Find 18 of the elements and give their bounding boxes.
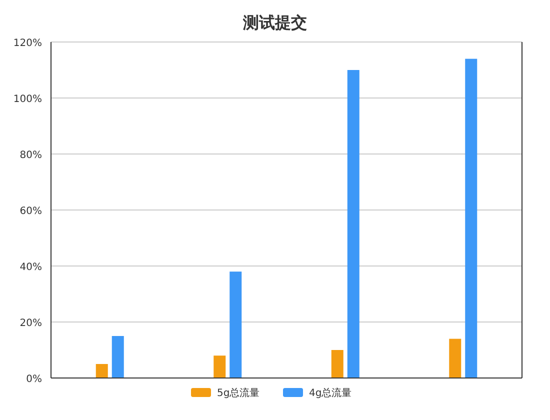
chart-title: 测试提交 <box>242 13 307 32</box>
y-tick-label: 20% <box>20 318 42 329</box>
y-tick-label: 0% <box>26 374 42 385</box>
y-tick-label: 120% <box>13 38 42 49</box>
bar <box>230 272 242 378</box>
bar <box>112 336 124 378</box>
legend-label: 5g总流量 <box>217 387 260 399</box>
bar <box>214 356 226 378</box>
bar <box>96 364 108 378</box>
bar <box>465 58 478 378</box>
y-tick-label: 40% <box>20 262 42 273</box>
y-tick-label: 60% <box>20 206 42 217</box>
y-tick-label: 100% <box>13 94 42 105</box>
y-tick-label: 80% <box>20 150 42 161</box>
legend-label: 4g总流量 <box>309 387 352 399</box>
bar <box>331 350 344 378</box>
bar <box>347 70 360 378</box>
bar <box>449 338 462 378</box>
